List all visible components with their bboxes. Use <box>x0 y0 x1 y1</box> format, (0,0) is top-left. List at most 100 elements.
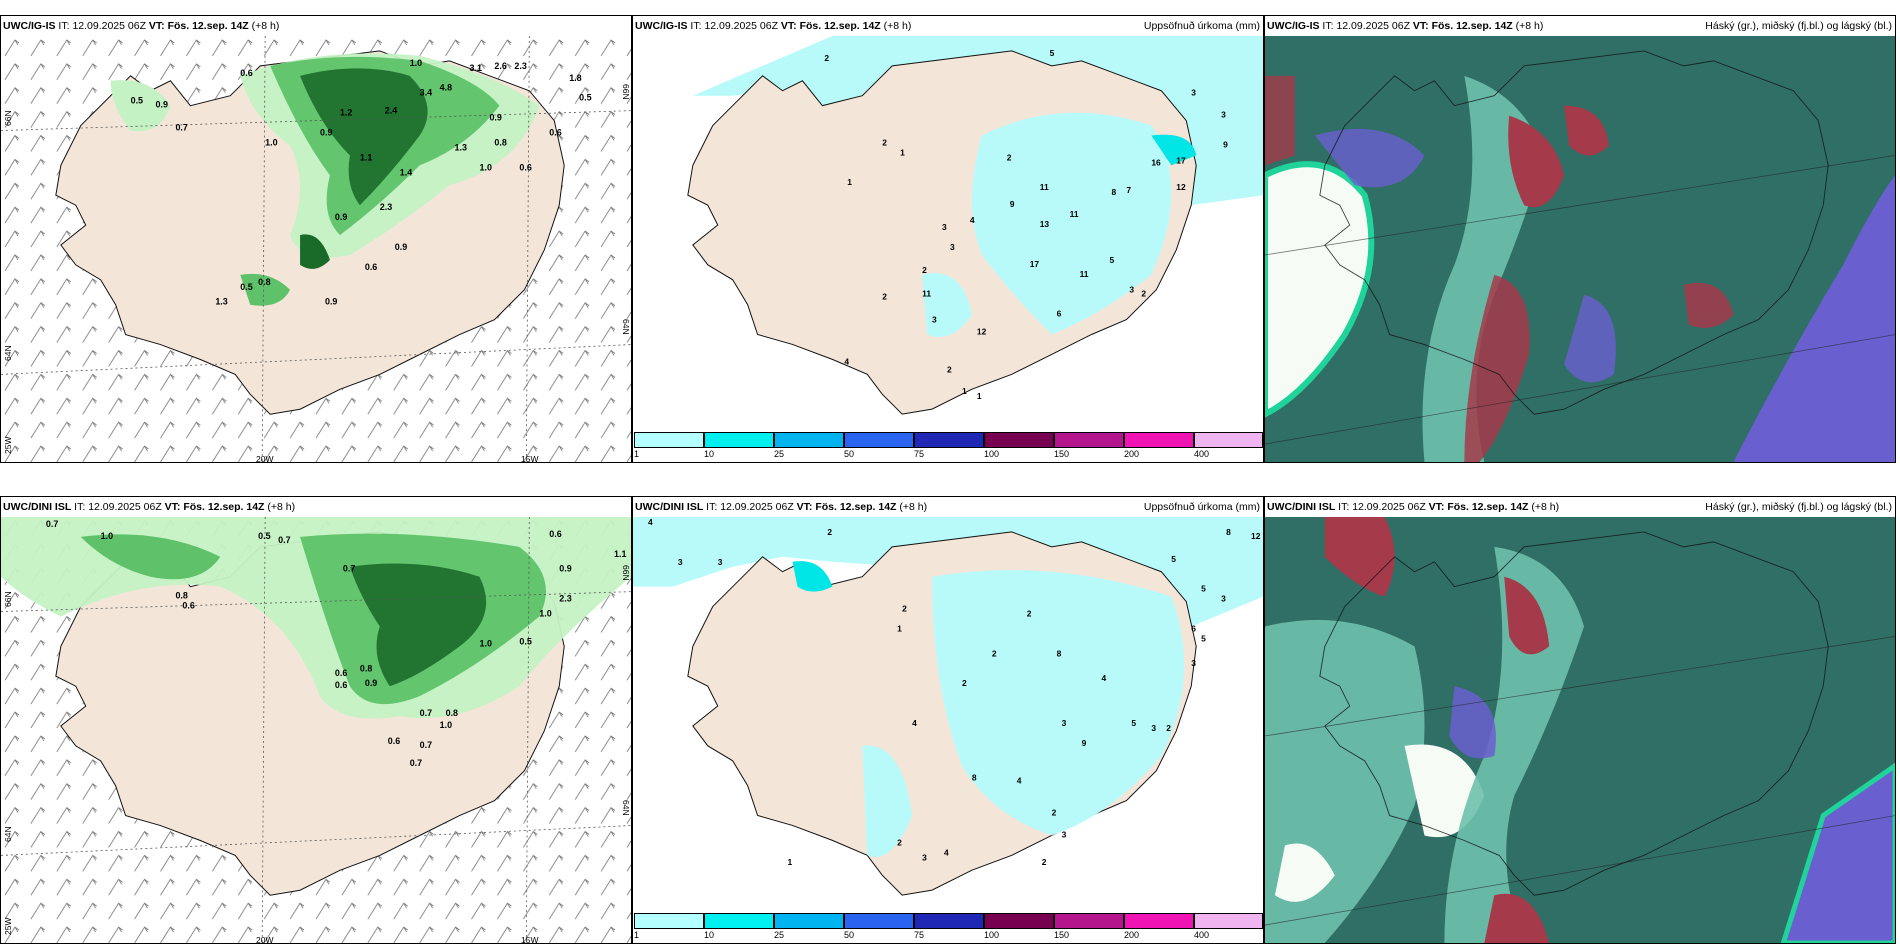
colorbar-tick: 200 <box>1124 930 1140 940</box>
colorbar-tick: 25 <box>774 930 785 940</box>
init-time: 12.09.2025 06Z <box>704 20 778 32</box>
precip-label: 0.9 <box>156 100 168 110</box>
colorbar-segment <box>1194 432 1263 448</box>
panel-title: Háský (gr.), miðský (fj.bl.) og lágský (… <box>1705 501 1892 513</box>
lon-label: 15W <box>521 935 539 944</box>
precip-label: 0.8 <box>446 708 458 718</box>
lat-label: 64N <box>3 826 13 842</box>
colorbar-tick: 75 <box>914 449 925 459</box>
colorbar-tick: 1 <box>634 449 640 459</box>
precip-label: 0.7 <box>410 758 422 768</box>
accum-label: 3 <box>922 852 927 862</box>
precip-label: 0.9 <box>325 297 337 307</box>
precip-label: 1.3 <box>455 142 467 152</box>
valid-time: Fös. 12.sep. 14Z <box>183 501 265 513</box>
colorbar-tick: 150 <box>1054 449 1070 459</box>
precip-label: 0.7 <box>46 519 58 529</box>
accum-label: 11 <box>922 289 931 299</box>
accum-label: 2 <box>947 364 952 374</box>
colorbar-tick: 150 <box>1054 930 1070 940</box>
precip-label: 0.8 <box>494 137 506 147</box>
model-name: UWC/IG-IS <box>635 20 688 32</box>
accum-label: 16 <box>1151 157 1161 167</box>
map-wind-precip[interactable]: 0.7 1.0 0.5 0.7 0.6 0.8 0.6 0.9 1.1 2.3 … <box>1 517 631 943</box>
precip-label: 1.0 <box>479 162 491 172</box>
init-time: 12.09.2025 06Z <box>1352 501 1426 513</box>
accum-label: 3 <box>932 315 937 325</box>
accum-label: 3 <box>1151 723 1156 733</box>
panel-title: Uppsöfnuð úrkoma (mm) <box>1143 501 1260 513</box>
precip-label: 1.0 <box>479 638 491 648</box>
panel-accum-precip-row2: UWC/DINI ISL IT: 12.09.2025 06Z VT: Fös.… <box>632 496 1264 944</box>
accum-label: 7 <box>1126 185 1131 195</box>
map-wind-precip[interactable]: 0.6 1.0 3.1 2.6 2.3 0.5 0.9 0.7 1.2 2.4 … <box>1 36 631 462</box>
lat-label: 64N <box>3 345 13 361</box>
colorbar-segment <box>634 913 704 929</box>
precip-label: 4.8 <box>440 83 452 93</box>
colorbar-tick: 100 <box>984 930 1000 940</box>
lat-label: 66N <box>3 591 13 607</box>
accum-label: 3 <box>942 222 947 232</box>
precip-label: 0.7 <box>175 123 187 133</box>
accum-label: 2 <box>882 137 887 147</box>
precip-label: 0.6 <box>549 128 561 138</box>
model-name: UWC/DINI ISL <box>1267 501 1336 513</box>
init-time: 12.09.2025 06Z <box>72 20 146 32</box>
accum-label: 9 <box>1082 738 1087 748</box>
accum-label: 11 <box>1070 209 1079 219</box>
colorbar-tick: 75 <box>914 930 925 940</box>
accum-label: 5 <box>1171 554 1176 564</box>
colorbar-segment <box>914 913 984 929</box>
accum-label: 12 <box>977 326 987 336</box>
precip-label: 0.5 <box>579 93 591 103</box>
accum-label: 3 <box>950 242 955 252</box>
map-accum-precip[interactable]: 2 5 3 3 9 2 1 1 16 17 12 11 2 9 13 11 8 … <box>633 36 1263 432</box>
valid-time: Fös. 12.sep. 14Z <box>1431 20 1513 32</box>
precip-label: 1.1 <box>360 152 372 162</box>
colorbar-segment <box>774 432 844 448</box>
colorbar-segment <box>844 913 914 929</box>
lead-time: (+8 h) <box>1515 20 1544 32</box>
init-time: 12.09.2025 06Z <box>88 501 162 513</box>
lon-label: 20W <box>256 935 274 944</box>
precip-label: 2.3 <box>559 594 571 604</box>
colorbar-tick: 400 <box>1194 449 1210 459</box>
precip-label: 2.3 <box>514 61 526 71</box>
accum-label: 4 <box>970 215 975 225</box>
panel-title: Uppsöfnuð úrkoma (mm) <box>1143 20 1260 32</box>
colorbar-segment <box>704 432 774 448</box>
valid-time: Fös. 12.sep. 14Z <box>1447 501 1529 513</box>
map-accum-precip[interactable]: 4 3 2 3 8 12 5 5 3 2 2 1 6 5 3 2 8 4 9 2 <box>633 517 1263 913</box>
precip-label: 1.8 <box>569 73 581 83</box>
colorbar-tick: 10 <box>704 449 715 459</box>
colorbar-tick: 200 <box>1124 449 1140 459</box>
accum-label: 5 <box>1109 255 1114 265</box>
accum-label: 1 <box>900 147 905 157</box>
panel-clouds-row1: UWC/IG-IS IT: 12.09.2025 06Z VT: Fös. 12… <box>1264 15 1896 463</box>
precip-label: 0.6 <box>388 736 400 746</box>
model-name: UWC/IG-IS <box>3 20 56 32</box>
precip-label: 0.8 <box>175 591 187 601</box>
colorbar-segment <box>1124 913 1194 929</box>
lat-label: 66N <box>621 565 631 581</box>
map-clouds[interactable] <box>1265 517 1895 943</box>
lead-time: (+8 h) <box>1531 501 1560 513</box>
colorbar-segment <box>984 432 1054 448</box>
accum-label: 17 <box>1030 259 1040 269</box>
precip-label: 0.5 <box>240 282 252 292</box>
precip-label: 1.0 <box>440 720 452 730</box>
accum-label: 13 <box>1040 219 1050 229</box>
accum-label: 8 <box>1226 527 1231 537</box>
colorbar: 1 10 25 50 75 100 150 200 400 <box>633 432 1263 462</box>
precip-label: 2.6 <box>494 61 506 71</box>
lat-label: 66N <box>3 110 13 126</box>
panel-clouds-row2: UWC/DINI ISL IT: 12.09.2025 06Z VT: Fös.… <box>1264 496 1896 944</box>
precip-label: 0.9 <box>335 212 347 222</box>
map-clouds[interactable] <box>1265 36 1895 462</box>
colorbar-segment <box>1054 913 1124 929</box>
accum-label: 1 <box>977 391 982 401</box>
accum-label: 2 <box>962 678 967 688</box>
colorbar: 1 10 25 50 75 100 150 200 400 <box>633 913 1263 943</box>
colorbar-tick: 1 <box>634 930 640 940</box>
accum-label: 17 <box>1176 155 1186 165</box>
